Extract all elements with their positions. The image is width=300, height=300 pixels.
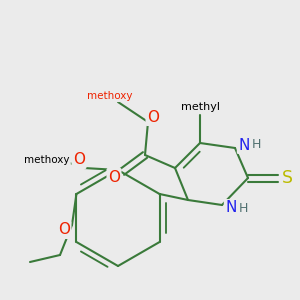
- Text: N: N: [238, 137, 250, 152]
- Text: methyl: methyl: [181, 102, 220, 112]
- Text: H: H: [251, 139, 261, 152]
- Text: O: O: [73, 152, 85, 167]
- Text: N: N: [225, 200, 237, 215]
- Text: O: O: [58, 223, 70, 238]
- Text: H: H: [238, 202, 248, 214]
- Text: methoxy: methoxy: [24, 155, 70, 165]
- Text: methoxy: methoxy: [87, 91, 133, 101]
- Text: S: S: [281, 169, 292, 187]
- Text: O: O: [147, 110, 159, 124]
- Text: O: O: [108, 169, 120, 184]
